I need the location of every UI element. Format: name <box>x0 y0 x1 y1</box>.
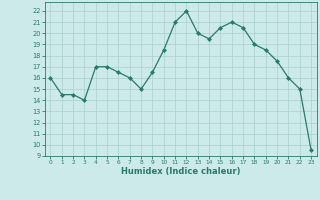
X-axis label: Humidex (Indice chaleur): Humidex (Indice chaleur) <box>121 167 241 176</box>
